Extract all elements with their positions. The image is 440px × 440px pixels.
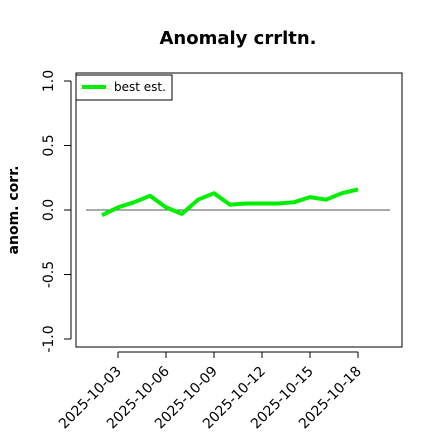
y-tick-label: 0.0 (41, 199, 57, 221)
y-tick-label: 1.0 (41, 70, 57, 92)
plot-frame (75, 72, 403, 348)
plot-area: -1.0-0.50.00.51.02025-10-032025-10-06202… (41, 70, 403, 432)
legend-entry-label: best est. (114, 80, 166, 94)
series-line-0 (101, 187, 359, 217)
y-tick-label: 0.5 (41, 134, 57, 156)
y-tick-label: -1.0 (41, 325, 57, 352)
y-tick-label: -0.5 (41, 261, 57, 288)
y-axis-label: anom. corr. (6, 166, 22, 255)
chart-title: Anomaly crrltn. (159, 28, 316, 49)
